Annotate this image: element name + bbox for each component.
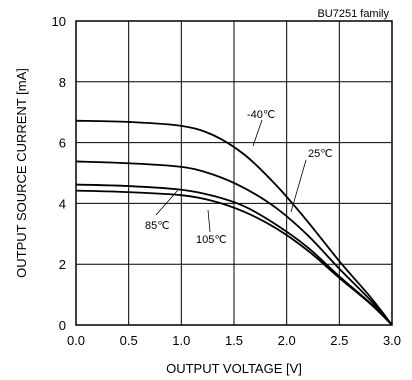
plot-frame <box>75 20 393 326</box>
x-tick-label: 0.5 <box>120 333 138 348</box>
label-leader-85 <box>155 189 179 216</box>
y-tick-label: 8 <box>59 75 66 90</box>
series-line-1 <box>75 160 393 326</box>
series-line-3 <box>75 189 393 326</box>
x-tick-labels: 0.0 0.5 1.0 1.5 2.0 2.5 3.0 <box>67 333 401 348</box>
y-tick-labels: 0 2 4 6 8 10 <box>52 14 66 333</box>
x-tick-label: 3.0 <box>383 333 401 348</box>
series-line-0 <box>75 119 393 326</box>
x-tick-label: 2.0 <box>278 333 296 348</box>
curve-label-105: 105℃ <box>196 234 227 246</box>
curve-label-25: 25℃ <box>308 148 333 160</box>
x-axis-title: OUTPUT VOLTAGE [V] <box>166 361 302 376</box>
x-tick-label: 1.5 <box>225 333 243 348</box>
x-tick-label: 1.0 <box>172 333 190 348</box>
y-axis-title: OUTPUT SOURCE CURRENT [mA] <box>14 68 29 278</box>
curve-label-85: 85℃ <box>145 220 170 232</box>
label-leader-105 <box>207 209 211 233</box>
y-tick-label: 10 <box>52 14 66 29</box>
grid <box>76 21 392 325</box>
y-tick-label: 4 <box>59 196 66 211</box>
label-leader-minus40 <box>252 119 263 147</box>
y-tick-label: 2 <box>59 257 66 272</box>
curves <box>75 119 393 326</box>
chart-annotation: BU7251 family <box>317 8 389 20</box>
y-tick-label: 6 <box>59 136 66 151</box>
x-tick-label: 0.0 <box>67 333 85 348</box>
x-tick-label: 2.5 <box>330 333 348 348</box>
y-tick-label: 0 <box>59 318 66 333</box>
curve-label-minus40: -40℃ <box>247 109 275 121</box>
label-leader-25 <box>290 159 307 213</box>
